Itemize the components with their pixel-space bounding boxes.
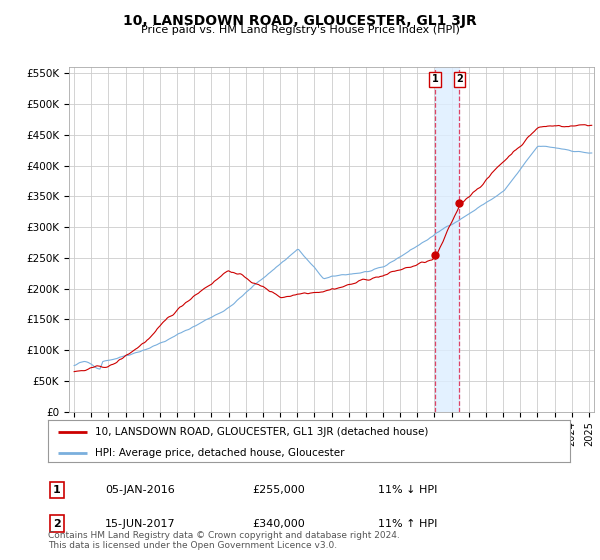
Text: £340,000: £340,000 <box>252 519 305 529</box>
Text: 2: 2 <box>456 74 463 85</box>
Text: 05-JAN-2016: 05-JAN-2016 <box>105 485 175 495</box>
Text: 1: 1 <box>53 485 61 495</box>
Text: £255,000: £255,000 <box>252 485 305 495</box>
Text: 2: 2 <box>53 519 61 529</box>
Bar <box>435 67 460 412</box>
Text: 1: 1 <box>432 74 439 85</box>
Text: 11% ↓ HPI: 11% ↓ HPI <box>378 485 437 495</box>
Text: HPI: Average price, detached house, Gloucester: HPI: Average price, detached house, Glou… <box>95 448 344 458</box>
Text: 10, LANSDOWN ROAD, GLOUCESTER, GL1 3JR: 10, LANSDOWN ROAD, GLOUCESTER, GL1 3JR <box>123 14 477 28</box>
Text: Price paid vs. HM Land Registry's House Price Index (HPI): Price paid vs. HM Land Registry's House … <box>140 25 460 35</box>
Text: 11% ↑ HPI: 11% ↑ HPI <box>378 519 437 529</box>
Text: 10, LANSDOWN ROAD, GLOUCESTER, GL1 3JR (detached house): 10, LANSDOWN ROAD, GLOUCESTER, GL1 3JR (… <box>95 427 428 437</box>
Text: Contains HM Land Registry data © Crown copyright and database right 2024.
This d: Contains HM Land Registry data © Crown c… <box>48 530 400 550</box>
Text: 15-JUN-2017: 15-JUN-2017 <box>105 519 176 529</box>
